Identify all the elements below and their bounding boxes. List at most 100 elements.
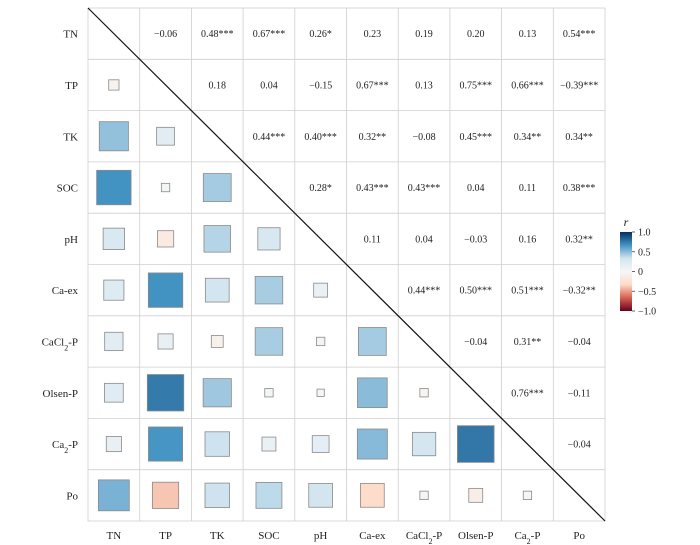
coef-label-pH-CaCl2-P: 0.04 (415, 234, 433, 245)
y-axis-label-Olsen-P: Olsen-P (43, 388, 78, 400)
legend-tick-label: 1.0 (638, 228, 651, 239)
coef-label-Olsen-P-Po: −0.11 (568, 388, 591, 399)
corr-square-CaCl2-P-Ca-ex (357, 327, 387, 356)
corr-square-Ca-ex-pH (313, 282, 329, 298)
corr-square-SOC-TP (160, 182, 171, 193)
y-axis-label-TN: TN (63, 29, 78, 41)
coef-label-SOC-Ca-ex: 0.43*** (356, 183, 389, 194)
corr-square-Ca-ex-TK (204, 277, 230, 303)
coef-label-TN-TP: −0.06 (154, 29, 177, 40)
corr-square-Po-TK (204, 482, 230, 509)
corr-square-Ca-ex-SOC (254, 275, 284, 305)
corr-square-pH-TK (203, 225, 231, 253)
coef-label-TN-TK: 0.48*** (201, 29, 234, 40)
coef-label-TK-pH: 0.40*** (304, 132, 337, 143)
y-axis-label-TP: TP (65, 80, 78, 92)
coef-label-TP-SOC: 0.04 (260, 80, 278, 91)
corr-square-SOC-TN (96, 169, 132, 206)
coef-label-TP-Ca-ex: 0.67*** (356, 80, 389, 91)
corr-square-Ca2-P-SOC (261, 436, 277, 452)
x-axis-label-Ca2-P: Ca2-P (514, 530, 540, 545)
x-axis-label-SOC: SOC (258, 530, 279, 542)
coef-label-TK-Ca-ex: 0.32** (359, 132, 387, 143)
corr-square-Olsen-P-TP (146, 374, 185, 412)
coef-label-TN-Ca2-P: 0.13 (519, 29, 537, 40)
coef-label-Olsen-P-Ca2-P: 0.76*** (511, 388, 544, 399)
corr-square-Ca-ex-TP (147, 272, 184, 308)
corr-square-Po-CaCl2-P (419, 490, 429, 500)
legend-color-bar (620, 232, 632, 311)
coef-label-CaCl2-P-Po: −0.04 (568, 337, 591, 348)
corr-square-Ca2-P-pH (311, 435, 330, 453)
coef-label-TN-pH: 0.26* (309, 29, 332, 40)
corr-square-CaCl2-P-SOC (254, 327, 284, 356)
corr-square-Ca2-P-Ca-ex (356, 428, 388, 460)
coef-label-TK-CaCl2-P: −0.08 (412, 132, 435, 143)
coef-label-Ca-ex-Olsen-P: 0.50*** (460, 286, 493, 297)
corr-square-pH-TN (102, 227, 125, 250)
coef-label-TP-Po: −0.39*** (560, 80, 598, 91)
coef-label-TN-Po: 0.54*** (563, 29, 596, 40)
axis-labels: TN TN TP TP TK TK SOC SOC pH pH Ca-ex Ca-ex CaCl2-P C… (42, 29, 586, 545)
corr-square-Po-Olsen-P (468, 487, 484, 503)
legend-tick-label: −0.5 (638, 287, 656, 298)
coef-label-CaCl2-P-Olsen-P: −0.04 (464, 337, 487, 348)
corr-square-TK-TP (156, 126, 175, 146)
coef-label-TK-Olsen-P: 0.45*** (460, 132, 493, 143)
coef-label-TK-Ca2-P: 0.34** (514, 132, 542, 143)
corr-square-CaCl2-P-pH (316, 336, 326, 347)
corr-square-SOC-TK (202, 173, 232, 202)
coef-label-Ca-ex-Ca2-P: 0.51*** (511, 286, 544, 297)
coef-label-Ca-ex-CaCl2-P: 0.44*** (408, 286, 441, 297)
corr-square-Ca2-P-TP (148, 426, 184, 462)
coef-label-Ca-ex-Po: −0.32** (563, 286, 596, 297)
y-axis-label-Po: Po (66, 490, 78, 502)
coef-label-SOC-Po: 0.38*** (563, 183, 596, 194)
corr-square-Ca2-P-Olsen-P (457, 425, 495, 463)
grid (87, 7, 606, 522)
y-axis-label-pH: pH (65, 234, 79, 246)
diagonal-line (87, 7, 606, 522)
corr-square-pH-TP (156, 230, 175, 248)
coef-label-pH-Olsen-P: −0.03 (464, 234, 487, 245)
corr-square-Olsen-P-pH (316, 388, 325, 397)
corr-square-Olsen-P-CaCl2-P (419, 388, 429, 398)
corr-square-Olsen-P-TK (202, 378, 232, 408)
x-axis-label-TN: TN (107, 530, 122, 542)
y-axis-label-CaCl2-P: CaCl2-P (42, 336, 78, 352)
coef-label-Ca2-P-Po: −0.04 (568, 440, 591, 451)
corr-square-Olsen-P-Ca-ex (357, 377, 388, 409)
legend-title: r (624, 215, 629, 229)
corr-square-Po-Ca-ex (360, 483, 385, 508)
coef-label-pH-Po: 0.32** (565, 234, 593, 245)
coef-label-TN-SOC: 0.67*** (253, 29, 286, 40)
corr-square-TK-TN (98, 121, 129, 152)
x-axis-label-TP: TP (159, 530, 172, 542)
corr-square-Po-TN (97, 479, 130, 512)
coef-label-CaCl2-P-Ca2-P: 0.31** (514, 337, 542, 348)
corr-square-Po-pH (308, 483, 333, 508)
corr-square-pH-SOC (257, 227, 281, 251)
coef-label-SOC-pH: 0.28* (309, 183, 332, 194)
x-axis-label-pH: pH (314, 530, 328, 542)
coef-label-TP-Olsen-P: 0.75*** (460, 80, 493, 91)
corr-square-Olsen-P-TN (104, 382, 124, 403)
y-axis-label-Ca-ex: Ca-ex (52, 285, 79, 297)
corr-square-Ca2-P-TK (204, 431, 230, 457)
coef-label-TK-SOC: 0.44*** (253, 132, 286, 143)
corr-square-CaCl2-P-TK (210, 335, 224, 348)
x-axis-label-CaCl2-P: CaCl2-P (406, 530, 442, 545)
correlation-squares (96, 79, 533, 512)
x-axis-label-Ca-ex: Ca-ex (359, 530, 386, 542)
color-legend: r 1.0 0.5 0 −0.5 −1.0 (620, 215, 656, 318)
corr-square-CaCl2-P-TP (157, 333, 174, 350)
legend-tick-label: 0.5 (638, 247, 651, 258)
coef-label-TN-CaCl2-P: 0.19 (415, 29, 433, 40)
x-axis-label-Olsen-P: Olsen-P (458, 530, 493, 542)
y-axis-label-Ca2-P: Ca2-P (52, 439, 78, 455)
x-axis-label-TK: TK (210, 530, 225, 542)
corr-square-Ca2-P-CaCl2-P (411, 431, 437, 457)
corr-square-Olsen-P-SOC (264, 388, 274, 398)
coef-label-SOC-CaCl2-P: 0.43*** (408, 183, 441, 194)
